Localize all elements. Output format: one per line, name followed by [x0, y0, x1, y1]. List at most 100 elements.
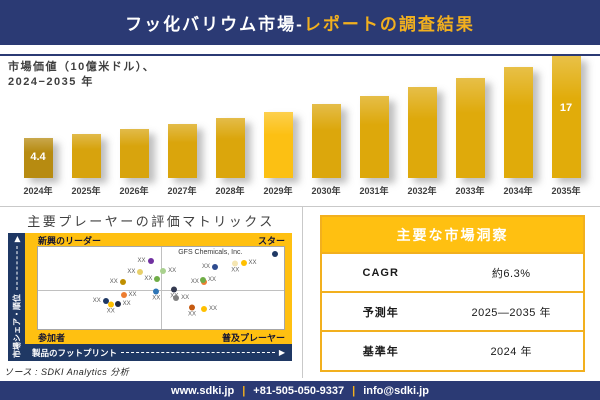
footer-bar: www.sdki.jp | +81-505-050-9337 | info@sdki.j… — [0, 381, 600, 400]
bar-2026年 — [119, 129, 149, 178]
insight-row-label: 基準年 — [362, 345, 399, 358]
bar-cell: 2030年 — [302, 56, 350, 196]
player-dot — [153, 288, 160, 295]
quadrant-label-emerging-leaders: 新興のリーダー — [38, 236, 102, 246]
player-dot-label: XX — [187, 311, 196, 318]
bar-x-label: 2031年 — [359, 186, 389, 196]
page-title-white: フッ化バリウム市場- — [125, 15, 304, 34]
bar-2032年 — [407, 87, 437, 178]
player-dot — [137, 269, 144, 276]
player-dot — [119, 279, 126, 286]
bar-2025年 — [71, 134, 101, 178]
bar-cell: 17 2035年 — [542, 56, 590, 196]
bar-cell: 2026年 — [110, 56, 158, 196]
bar-cell: 2028年 — [206, 56, 254, 196]
insight-row: 基準年 2024 年 — [322, 330, 583, 369]
matrix-dot-group: XX — [231, 260, 240, 274]
player-dot-label: XX — [92, 297, 101, 304]
bar-2029年 — [263, 112, 293, 178]
y-axis-arrow-icon: ▶ — [11, 236, 21, 243]
bar-x-label: 2027年 — [167, 186, 197, 196]
insights-table-rows: CAGR 約6.3% 予測年 2025—2035 年基準年 2024 年 — [322, 252, 583, 370]
bar-cell: 2032年 — [398, 56, 446, 196]
bar-2034年 — [503, 67, 533, 178]
bar-cell: 2025年 — [62, 56, 110, 196]
player-dot-label: XX — [181, 294, 190, 301]
header-divider-rule — [0, 54, 600, 56]
footer-item: www.sdki.jp — [171, 384, 235, 397]
bar-cell: 2031年 — [350, 56, 398, 196]
player-dot — [200, 306, 207, 313]
bar-x-label: 2024年 — [23, 186, 53, 196]
bar-x-label: 2033年 — [455, 186, 485, 196]
bar-cell: 2027年 — [158, 56, 206, 196]
player-dot — [147, 257, 154, 264]
insight-row: 予測年 2025—2035 年 — [322, 291, 583, 330]
matrix-dot-group: XX — [160, 268, 177, 275]
matrix-dot-group: XX — [200, 306, 217, 313]
matrix-dot-group: XX — [110, 279, 126, 286]
player-dot-label: XX — [144, 276, 153, 283]
source-note: ソース : SDKI Analytics 分析 — [4, 367, 130, 377]
bar-x-label: 2034年 — [503, 186, 533, 196]
player-dot — [188, 304, 195, 311]
player-dot-label: XX — [128, 291, 137, 298]
player-dot-label: XX — [231, 267, 240, 274]
quadrant-vertical-gridline — [161, 247, 162, 329]
player-dot — [160, 268, 167, 275]
matrix-frame: 新興のリーダー スター 参加者 普及プレーヤー GFS Chemicals, I… — [25, 233, 292, 344]
insight-row-value: 2024 年 — [490, 345, 532, 358]
bar-x-label: 2030年 — [311, 186, 341, 196]
quadrant-label-pervasive-players: 普及プレーヤー — [221, 333, 285, 343]
matrix-dot-group: XX — [187, 304, 196, 318]
page-title-gold: レポートの調査結果 — [303, 15, 475, 34]
page-header: フッ化バリウム市場- レポートの調査結果 — [0, 0, 600, 45]
bar-x-label: 2035年 — [551, 186, 581, 196]
chart-axis-note-line1: 市場価値（10億米ドル）、 — [8, 61, 156, 73]
player-dot — [211, 263, 218, 270]
matrix-dot-group: XX — [144, 276, 161, 283]
player-dot-label: XX — [201, 263, 210, 270]
insights-table: 主要な市場洞察 CAGR 約6.3% 予測年 2025—2035 年基準年 2024 年 — [320, 215, 585, 372]
matrix-dot-group: XX — [137, 257, 154, 264]
matrix-y-axis-label: 市場シェア・順位 — [12, 294, 21, 358]
insight-row-label: 予測年 — [362, 306, 399, 319]
bar-x-label: 2026年 — [119, 186, 149, 196]
player-dot-label: XX — [137, 257, 146, 264]
player-dot — [154, 276, 161, 283]
footer-separator: | — [242, 384, 246, 397]
matrix-dot-group: XX — [114, 300, 131, 307]
matrix-dot-group: XX — [173, 294, 190, 301]
insight-row-label: CAGR — [362, 266, 399, 279]
player-dot — [120, 291, 127, 298]
matrix-dot-group: XX — [199, 277, 216, 284]
chart-axis-note: 市場価値（10億米ドル）、 2024−2035 年 — [8, 60, 155, 91]
bar-2031年 — [359, 96, 389, 178]
matrix-dot-group: XX — [240, 259, 257, 266]
y-axis-dash-line — [16, 246, 17, 290]
player-dot — [107, 301, 114, 308]
player-dot-label: XX — [190, 278, 199, 285]
bar-2024年: 4.4 — [23, 138, 53, 178]
matrix-dot-group: XX — [92, 297, 109, 304]
footer-separator: | — [352, 384, 356, 397]
matrix-dot-group: XX — [107, 301, 115, 314]
player-dot — [232, 260, 239, 267]
bar-2035年: 17 — [551, 56, 581, 178]
vertical-divider — [302, 207, 303, 378]
matrix-y-axis-bar: 市場シェア・順位 ▶ — [8, 233, 25, 361]
bar-cell: 2029年 — [254, 56, 302, 196]
quadrant-horizontal-gridline — [38, 289, 284, 291]
player-dot-label: XX — [168, 268, 177, 275]
bar-x-label: 2032年 — [407, 186, 437, 196]
player-dot-label: XX — [208, 306, 217, 313]
matrix-dot-group — [272, 250, 279, 257]
quadrant-label-participants: 参加者 — [38, 333, 66, 343]
matrix-title: 主要プレーヤーの評価マトリックス — [27, 214, 275, 229]
insight-row: CAGR 約6.3% — [322, 252, 583, 291]
player-dot-label: XX — [248, 259, 257, 266]
footer-item: +81-505-050-9337 — [253, 384, 345, 397]
player-dot — [114, 300, 121, 307]
bar-x-label: 2025年 — [71, 186, 101, 196]
player-dot-label: XX — [122, 300, 131, 307]
